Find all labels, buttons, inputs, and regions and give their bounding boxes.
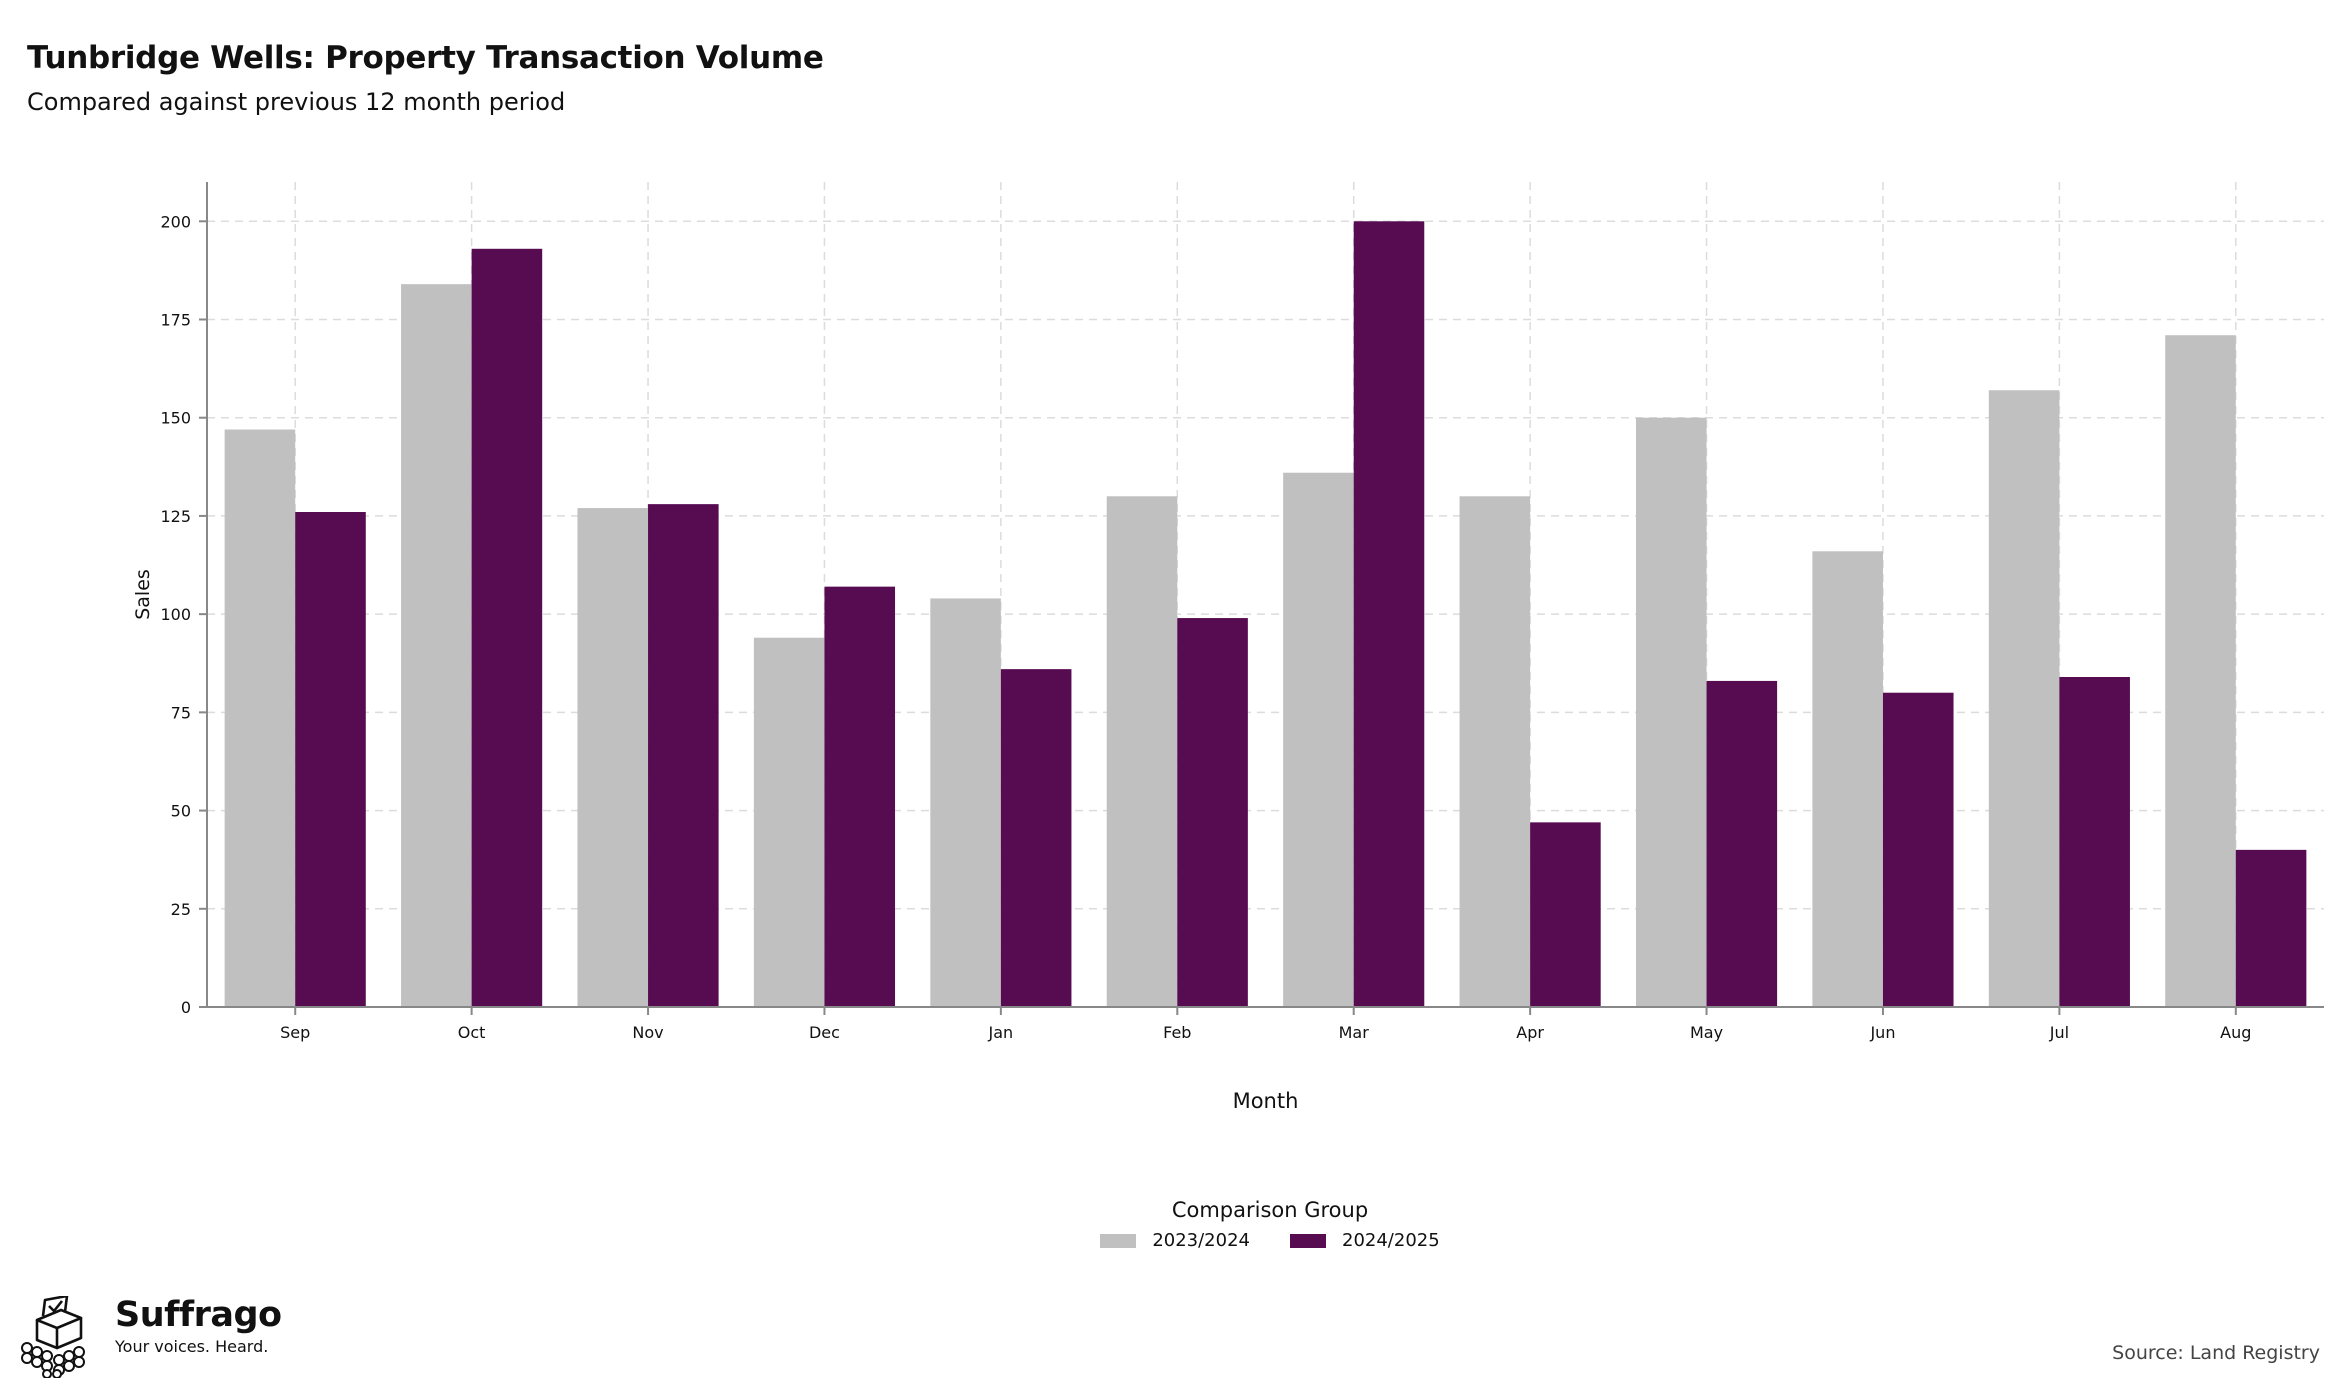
brand-name: Suffrago <box>115 1295 282 1335</box>
bar-2023-2024-feb <box>1106 496 1178 1007</box>
x-tick-label-nov: Nov <box>632 1023 663 1042</box>
legend-label-2023-2024: 2023/2024 <box>1152 1230 1250 1251</box>
bar-2024-2025-dec <box>824 586 896 1007</box>
bar-2023-2024-mar <box>1283 472 1354 1007</box>
bar-2024-2025-jan <box>1000 669 1072 1007</box>
brand-tagline: Your voices. Heard. <box>115 1336 269 1356</box>
legend: Comparison Group 2023/2024 2024/2025 <box>0 1198 2334 1251</box>
x-tick-label-apr: Apr <box>1516 1023 1544 1042</box>
bar-2024-2025-sep <box>295 512 366 1007</box>
chart-title: Tunbridge Wells: Property Transaction Vo… <box>27 40 824 76</box>
bar-2024-2025-oct <box>471 248 543 1008</box>
bar-2023-2024-sep <box>224 429 296 1007</box>
x-axis-title: Month <box>1233 1089 1299 1113</box>
bar-2023-2024-oct <box>401 284 472 1008</box>
bar-2023-2024-jul <box>1988 390 2060 1007</box>
bar-2023-2024-jan <box>930 598 1001 1007</box>
chart-subtitle: Compared against previous 12 month perio… <box>27 88 566 116</box>
x-tick-label-mar: Mar <box>1339 1023 1370 1042</box>
legend-item-2024-2025: 2024/2025 <box>1290 1230 1440 1251</box>
source-note: Source: Land Registry <box>2112 1342 2320 1364</box>
x-tick-label-jun: Jun <box>1869 1023 1895 1042</box>
bar-2024-2025-aug <box>2235 849 2307 1007</box>
x-tick-label-jul: Jul <box>2049 1023 2069 1042</box>
bar-2024-2025-mar <box>1353 221 1425 1008</box>
bar-2024-2025-apr <box>1530 822 1601 1007</box>
ballot-box-icon <box>21 1296 85 1378</box>
x-tick-label-oct: Oct <box>458 1023 486 1042</box>
bar-2024-2025-jun <box>1882 692 1954 1007</box>
bar-2023-2024-apr <box>1459 496 1531 1007</box>
y-tick-label: 75 <box>171 703 191 722</box>
x-tick-label-sep: Sep <box>280 1023 310 1042</box>
y-tick-label: 50 <box>171 802 191 821</box>
legend-label-2024-2025: 2024/2025 <box>1342 1230 1440 1251</box>
y-tick-label: 175 <box>160 311 191 330</box>
bar-2024-2025-jul <box>2059 677 2130 1007</box>
x-tick-label-feb: Feb <box>1163 1023 1191 1042</box>
bar-2023-2024-may <box>1635 417 1707 1007</box>
y-tick-label: 125 <box>160 507 191 526</box>
y-tick-label: 0 <box>181 998 191 1017</box>
y-tick-label: 200 <box>160 212 191 231</box>
bar-2024-2025-nov <box>648 504 719 1007</box>
x-tick-label-jan: Jan <box>988 1023 1014 1042</box>
legend-swatch-2023-2024 <box>1100 1233 1137 1248</box>
bar-2023-2024-nov <box>577 508 649 1007</box>
bar-2023-2024-dec <box>753 637 825 1007</box>
y-tick-label: 100 <box>160 605 191 624</box>
legend-title: Comparison Group <box>1171 1198 1369 1222</box>
legend-swatch-2024-2025 <box>1290 1233 1326 1248</box>
x-tick-label-may: May <box>1690 1023 1723 1042</box>
x-tick-label-dec: Dec <box>809 1023 840 1042</box>
bar-2023-2024-jun <box>1812 551 1883 1007</box>
bar-2024-2025-feb <box>1177 618 1248 1007</box>
y-tick-label: 25 <box>171 900 191 919</box>
y-axis-title: Sales <box>132 569 154 620</box>
legend-item-2023-2024: 2023/2024 <box>1100 1230 1250 1251</box>
bar-2023-2024-aug <box>2165 335 2236 1007</box>
bar-chart: 0 25 50 75 100 125 150 175 200 Sep Oct Nov Dec Jan Feb… <box>132 182 2324 1113</box>
x-tick-label-aug: Aug <box>2220 1023 2251 1042</box>
brand: Suffrago Your voices. Heard. <box>15 1296 282 1378</box>
y-tick-label: 150 <box>160 409 191 428</box>
bar-2024-2025-may <box>1706 680 1778 1007</box>
legend-items: 2023/2024 2024/2025 <box>0 1230 2334 1251</box>
